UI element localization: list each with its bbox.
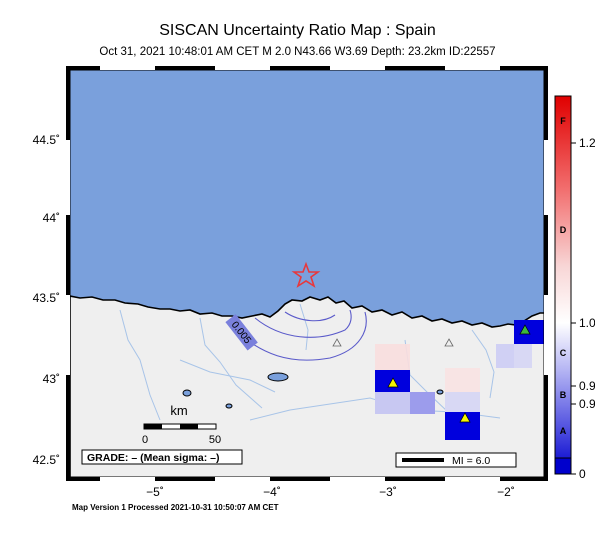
event-info: Oct 31, 2021 10:48:01 AM CET M 2.0 N43.6… <box>99 46 496 58</box>
lat-label: 44.5˚ <box>33 133 60 147</box>
station-triangle-icon <box>519 324 531 335</box>
station-triangle-icon <box>332 338 342 347</box>
grade-letter: F <box>560 116 566 126</box>
lat-label: 42.5˚ <box>33 453 60 467</box>
station-triangle-icon <box>444 338 454 347</box>
lon-label: −2˚ <box>497 485 515 499</box>
mi-legend-label: MI = 6.0 <box>452 455 490 467</box>
grade-letter: A <box>560 426 567 436</box>
mi-legend-box <box>395 452 517 468</box>
station-triangle-icon <box>387 377 399 388</box>
scale-bar: km 0 50 <box>142 403 221 446</box>
processing-footer: Map Version 1 Processed 2021-10-31 10:50… <box>72 503 279 512</box>
epicenter-star-icon <box>291 261 321 288</box>
frame-ticks <box>66 66 548 481</box>
land-area <box>70 295 544 477</box>
lat-label: 44˚ <box>43 211 60 225</box>
lat-label: 43.5˚ <box>33 291 60 305</box>
lon-label: −4˚ <box>263 485 281 499</box>
lon-label: −5˚ <box>146 485 164 499</box>
grade-letter: D <box>560 225 567 235</box>
grade-letter: C <box>560 348 567 358</box>
colorbar-value: 1.2 <box>579 136 595 150</box>
uncertainty-contours <box>231 309 367 361</box>
colorbar-value: 1.0 <box>579 316 595 330</box>
mi-legend-bar <box>402 458 444 462</box>
scale-bar-tick: 50 <box>209 434 221 446</box>
colorbar-value: 0.9 <box>579 397 595 411</box>
lon-label: −3˚ <box>379 485 397 499</box>
uncertainty-cells <box>375 320 544 440</box>
station-triangle-icon <box>459 412 471 423</box>
colorbar-value: 0 <box>579 467 586 481</box>
scale-bar-unit: km <box>170 403 187 418</box>
colorbar: F D C B A 1.2 1.0 0.9 0.9 0 <box>554 95 595 481</box>
reservoir <box>225 403 233 409</box>
grade-box <box>81 449 243 465</box>
grade-letter: B <box>560 390 567 400</box>
scale-bar-tick: 0 <box>142 434 148 446</box>
reservoir <box>436 389 444 395</box>
colorbar-value: 0.9 <box>579 379 595 393</box>
lat-label: 43˚ <box>43 372 60 386</box>
reservoir <box>182 389 192 397</box>
reservoir <box>267 372 289 382</box>
grade-text: GRADE: – (Mean sigma: –) <box>87 452 219 464</box>
map-title: SISCAN Uncertainty Ratio Map : Spain <box>159 22 436 39</box>
